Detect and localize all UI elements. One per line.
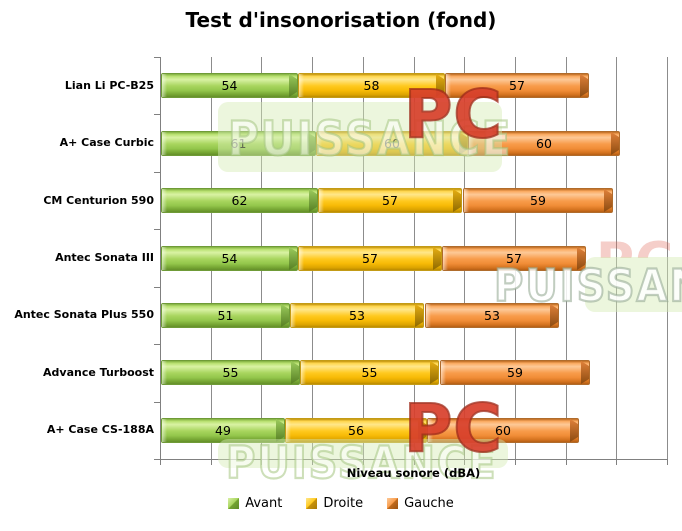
watermark-panel bbox=[218, 439, 508, 468]
bar-value-label: 56 bbox=[348, 423, 364, 438]
category-axis-tick bbox=[154, 57, 161, 58]
bar-value-label: 55 bbox=[361, 365, 378, 380]
bar-value-label: 62 bbox=[231, 193, 248, 208]
bar-segment-avant: 62 bbox=[161, 188, 318, 213]
bar-segment-avant: 51 bbox=[161, 303, 290, 328]
bar-value-label: 51 bbox=[217, 308, 234, 323]
x-axis-tick bbox=[464, 459, 465, 465]
category-label: A+ Case CS-188A bbox=[46, 423, 154, 437]
bar-segment-droite: 56 bbox=[285, 418, 427, 443]
bar-value-label: 49 bbox=[215, 423, 231, 438]
category-axis-tick bbox=[154, 229, 161, 230]
bar-segment-avant: 55 bbox=[161, 360, 300, 385]
bar-value-label: 55 bbox=[222, 365, 239, 380]
category-label: Antec Sonata Plus 550 bbox=[14, 308, 154, 322]
category-label: A+ Case Curbic bbox=[59, 136, 154, 150]
plot-area: Lian Li PC-B25 54 58 57 A+ Case Curbic 61 60 60… bbox=[14, 57, 668, 465]
legend-item-avant: Avant bbox=[228, 496, 282, 511]
bar-segment-droite: 55 bbox=[300, 360, 439, 385]
x-axis-tick bbox=[566, 459, 567, 465]
bar-segment-droite: 57 bbox=[318, 188, 462, 213]
x-axis-tick bbox=[211, 459, 212, 465]
bar-segment-gauche: 59 bbox=[463, 188, 613, 213]
bar-segment-avant: 54 bbox=[161, 73, 298, 98]
bar-segment-gauche: 53 bbox=[425, 303, 559, 328]
category-label: CM Centurion 590 bbox=[43, 193, 154, 207]
chart-title: Test d'insonorisation (fond) bbox=[185, 8, 497, 32]
bar-value-label: 58 bbox=[363, 78, 380, 93]
watermark-brand-text: PUISSANCE bbox=[227, 111, 513, 167]
bar-segment-gauche: 57 bbox=[445, 73, 589, 98]
watermark-pc-text: PC bbox=[596, 236, 674, 258]
category-axis-tick bbox=[154, 344, 161, 345]
legend: Avant Droite Gauche bbox=[0, 496, 682, 511]
bar-value-label: 57 bbox=[506, 251, 522, 266]
x-axis-title: Niveau sonore (dBA) bbox=[346, 466, 481, 480]
bar-value-label: 61 bbox=[230, 136, 247, 151]
bar-value-label: 57 bbox=[382, 193, 398, 208]
watermark-brand-text: PUISSANCE bbox=[493, 260, 682, 313]
bar-segment-gauche: 60 bbox=[427, 418, 579, 443]
bar-segment-droite: 58 bbox=[298, 73, 445, 98]
gridline bbox=[616, 57, 617, 459]
watermark-panel bbox=[218, 102, 502, 172]
legend-item-droite: Droite bbox=[306, 496, 363, 511]
bar-value-label: 60 bbox=[536, 136, 552, 151]
category-label: Lian Li PC-B25 bbox=[64, 78, 154, 92]
bar-value-label: 59 bbox=[530, 193, 546, 208]
bar-value-label: 57 bbox=[362, 251, 378, 266]
legend-swatch-droite bbox=[306, 498, 318, 509]
bar-segment-gauche: 59 bbox=[440, 360, 590, 385]
bar-value-label: 54 bbox=[221, 78, 238, 93]
x-axis-tick bbox=[616, 459, 617, 465]
bar-segment-avant: 54 bbox=[161, 246, 298, 271]
legend-label: Gauche bbox=[404, 496, 454, 511]
category-axis-tick bbox=[154, 287, 161, 288]
category-axis-tick bbox=[154, 172, 161, 173]
watermark-pc-text: PC bbox=[403, 390, 503, 467]
legend-item-gauche: Gauche bbox=[387, 496, 454, 511]
watermark-panel bbox=[585, 257, 682, 312]
bar-value-label: 54 bbox=[221, 251, 238, 266]
bar-segment-gauche: 57 bbox=[442, 246, 586, 271]
x-axis-tick bbox=[312, 459, 313, 465]
legend-label: Avant bbox=[245, 496, 283, 511]
gridline bbox=[667, 57, 668, 459]
category-axis-tick bbox=[154, 459, 161, 460]
watermark-pc-fragment: PC bbox=[596, 236, 682, 258]
watermark-brand-text: PUISSANCE bbox=[225, 437, 498, 490]
bar-segment-droite: 57 bbox=[298, 246, 442, 271]
bar-value-label: 60 bbox=[495, 423, 511, 438]
category-axis-tick bbox=[154, 402, 161, 403]
bar-value-label: 53 bbox=[349, 308, 365, 323]
bar-segment-gauche: 60 bbox=[468, 131, 620, 156]
legend-swatch-avant bbox=[228, 498, 240, 509]
legend-label: Droite bbox=[323, 496, 364, 511]
x-axis-tick bbox=[160, 459, 161, 465]
bar-segment-droite: 60 bbox=[316, 131, 468, 156]
x-axis-tick bbox=[261, 459, 262, 465]
category-axis-tick bbox=[154, 114, 161, 115]
x-axis-tick bbox=[667, 459, 668, 465]
bar-segment-avant: 61 bbox=[161, 131, 316, 156]
bar-value-label: 57 bbox=[509, 78, 525, 93]
watermark-pc-text: PC bbox=[403, 76, 503, 153]
bar-value-label: 53 bbox=[484, 308, 500, 323]
legend-swatch-gauche bbox=[387, 498, 399, 509]
bar-value-label: 60 bbox=[384, 136, 400, 151]
bar-segment-droite: 53 bbox=[290, 303, 424, 328]
bar-value-label: 59 bbox=[507, 365, 523, 380]
bar-segment-avant: 49 bbox=[161, 418, 285, 443]
category-label: Antec Sonata III bbox=[55, 250, 154, 264]
x-axis-tick bbox=[515, 459, 516, 465]
x-axis-tick bbox=[414, 459, 415, 465]
x-axis-tick bbox=[363, 459, 364, 465]
category-label: Advance Turboost bbox=[43, 365, 154, 379]
